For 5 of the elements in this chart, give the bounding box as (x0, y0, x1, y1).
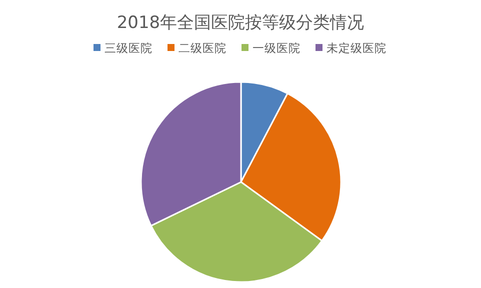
chart-title: 2018年全国医院按等级分类情况 (116, 13, 364, 33)
legend-label: 未定级医院 (326, 41, 386, 55)
legend-label: 三级医院 (104, 41, 152, 55)
legend-label: 一级医院 (252, 41, 300, 55)
legend-label: 二级医院 (178, 41, 226, 55)
